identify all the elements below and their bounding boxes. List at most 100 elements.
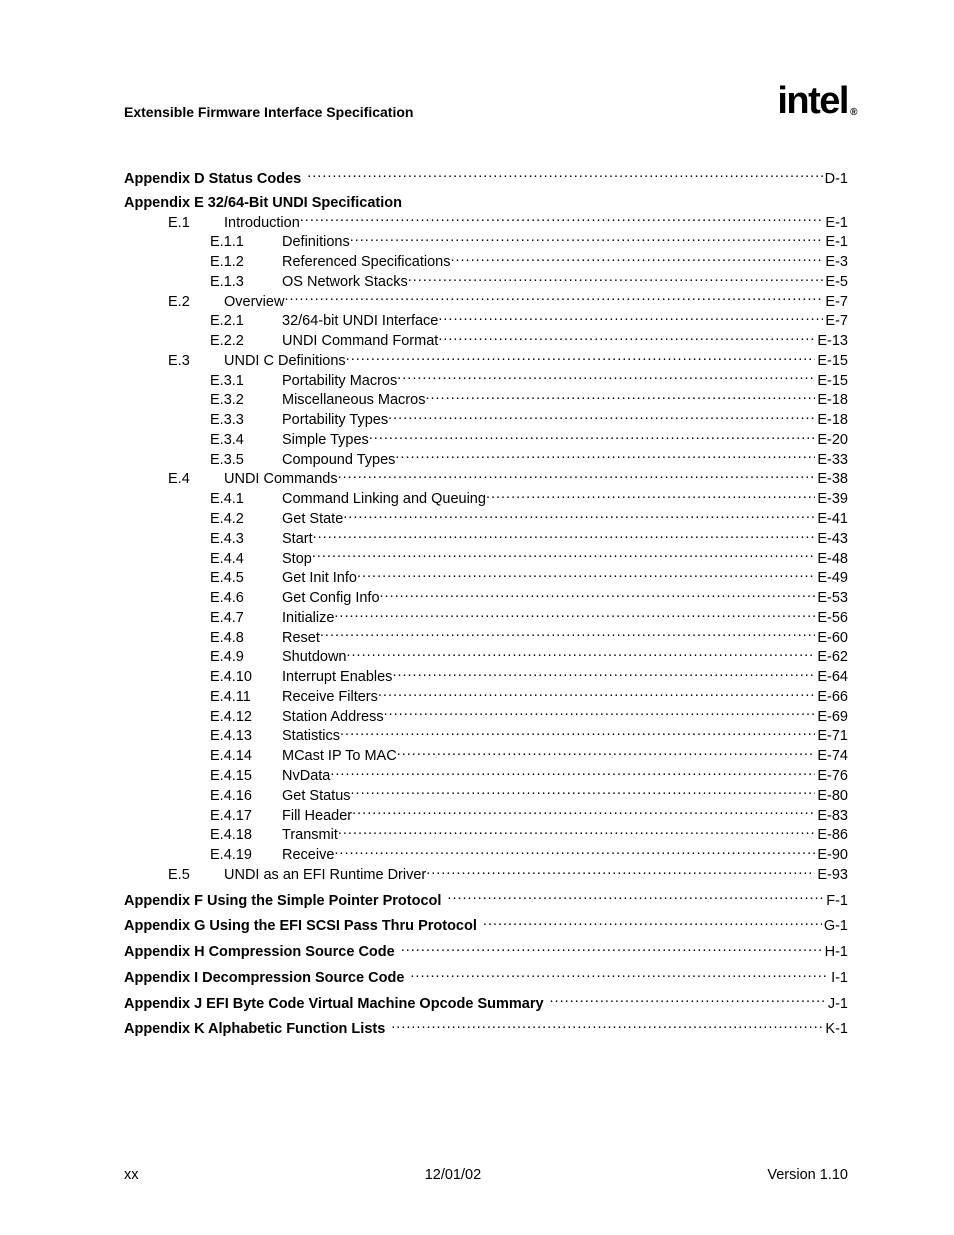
toc-leader	[313, 528, 816, 543]
toc-entry: E.4.15NvDataE-76	[124, 765, 848, 785]
toc-number: E.5	[168, 866, 224, 884]
toc-title: Get State	[282, 510, 343, 528]
toc-number: E.3.5	[210, 451, 282, 469]
toc-entry: E.4.9ShutdownE-62	[124, 647, 848, 667]
toc-number: E.4.12	[210, 708, 282, 726]
toc-number: E.3.2	[210, 391, 282, 409]
toc-page: E-49	[815, 569, 848, 587]
toc-page: G-1	[822, 917, 848, 935]
toc-entry: E.4.16Get StatusE-80	[124, 785, 848, 805]
page: Extensible Firmware Interface Specificat…	[0, 0, 954, 1039]
toc-number: E.4.5	[210, 569, 282, 587]
toc-page: E-13	[815, 332, 848, 350]
toc-leader	[380, 588, 816, 603]
toc-title: UNDI Commands	[224, 470, 338, 488]
toc-page: E-86	[815, 826, 848, 844]
toc-title: Stop	[282, 550, 312, 568]
toc-entry: E.4.18TransmitE-86	[124, 825, 848, 845]
toc-title: Referenced Specifications	[282, 253, 450, 271]
toc-title: Fill Header	[282, 807, 352, 825]
toc-leader	[334, 607, 815, 622]
toc-title: NvData	[282, 767, 330, 785]
toc-entry: E.4.11Receive Filters E-66	[124, 686, 848, 706]
toc-leader	[438, 311, 823, 326]
toc-entry: E.1.2Referenced SpecificationsE-3	[124, 252, 848, 272]
toc-title: Transmit	[282, 826, 338, 844]
footer-date: 12/01/02	[425, 1167, 481, 1183]
toc-title: 32/64-bit UNDI Interface	[282, 312, 438, 330]
toc-entry: Appendix H Compression Source CodeH-1	[124, 942, 848, 962]
toc-page: E-39	[815, 490, 848, 508]
toc-entry: E.4.8ResetE-60	[124, 627, 848, 647]
toc-entry: E.4.7InitializeE-56	[124, 607, 848, 627]
toc-page: E-7	[823, 312, 848, 330]
toc-leader	[330, 765, 815, 780]
toc-leader	[320, 627, 815, 642]
toc-entry: E.3.5Compound TypesE-33	[124, 449, 848, 469]
toc-page: E-15	[815, 372, 848, 390]
toc-entry: Appendix E 32/64-Bit UNDI Specification	[124, 194, 848, 212]
toc-page: E-18	[815, 411, 848, 429]
toc-number: E.3.4	[210, 431, 282, 449]
toc-leader	[401, 942, 823, 957]
toc-page: E-7	[823, 293, 848, 311]
toc-title: OS Network Stacks	[282, 273, 408, 291]
toc-leader	[343, 509, 815, 524]
toc-number: E.4	[168, 470, 224, 488]
toc-leader	[347, 647, 816, 662]
table-of-contents: Appendix D Status CodesD-1 Appendix E 32/…	[124, 168, 848, 1039]
toc-page: E-48	[815, 550, 848, 568]
page-footer: xx 12/01/02 Version 1.10	[124, 1167, 848, 1183]
toc-title: Statistics	[282, 727, 340, 745]
toc-title: MCast IP To MAC	[282, 747, 397, 765]
toc-entry: E.1.1DefinitionsE-1	[124, 232, 848, 252]
toc-number: E.1	[168, 214, 224, 232]
toc-title: Appendix G Using the EFI SCSI Pass Thru …	[124, 917, 477, 935]
toc-entry: Appendix G Using the EFI SCSI Pass Thru …	[124, 916, 848, 936]
toc-entry: E.4.19ReceiveE-90	[124, 845, 848, 865]
toc-title: Appendix F Using the Simple Pointer Prot…	[124, 892, 441, 910]
toc-number: E.4.13	[210, 727, 282, 745]
toc-title: Appendix K Alphabetic Function Lists	[124, 1020, 385, 1038]
toc-number: E.4.9	[210, 648, 282, 666]
toc-number: E.2.1	[210, 312, 282, 330]
footer-version: Version 1.10	[767, 1167, 848, 1183]
toc-leader	[483, 916, 822, 931]
toc-leader	[340, 726, 815, 741]
toc-entry: E.4.5Get Init InfoE-49	[124, 568, 848, 588]
toc-leader	[486, 489, 815, 504]
toc-number: E.4.14	[210, 747, 282, 765]
toc-number: E.4.2	[210, 510, 282, 528]
toc-title: Introduction	[224, 214, 300, 232]
toc-title: Receive Filters	[282, 688, 378, 706]
toc-entry: Appendix D Status CodesD-1	[124, 168, 848, 188]
toc-entry: Appendix K Alphabetic Function ListsK-1	[124, 1019, 848, 1039]
toc-page: E-66	[815, 688, 848, 706]
toc-number: E.4.8	[210, 629, 282, 647]
toc-page: E-41	[815, 510, 848, 528]
intel-logo: intel®	[777, 82, 848, 120]
toc-entry: E.3.2Miscellaneous MacrosE-18	[124, 390, 848, 410]
toc-entry: E.2OverviewE-7	[124, 291, 848, 311]
page-header: Extensible Firmware Interface Specificat…	[124, 82, 848, 120]
toc-number: E.4.10	[210, 668, 282, 686]
toc-title: Portability Macros	[282, 372, 397, 390]
toc-page: E-90	[815, 846, 848, 864]
toc-title: Definitions	[282, 233, 350, 251]
toc-number: E.2.2	[210, 332, 282, 350]
toc-page: E-1	[823, 233, 848, 251]
toc-leader	[450, 252, 823, 267]
toc-leader	[312, 548, 816, 563]
toc-page: E-80	[815, 787, 848, 805]
toc-entry: E.1.3OS Network StacksE-5	[124, 271, 848, 291]
toc-page: E-74	[815, 747, 848, 765]
toc-page: E-71	[815, 727, 848, 745]
toc-number: E.4.17	[210, 807, 282, 825]
toc-entry: E.2.132/64-bit UNDI Interface E-7	[124, 311, 848, 331]
toc-page: E-56	[815, 609, 848, 627]
toc-number: E.4.16	[210, 787, 282, 805]
toc-title: Interrupt Enables	[282, 668, 392, 686]
toc-entry: E.4.1Command Linking and QueuingE-39	[124, 489, 848, 509]
toc-leader	[438, 331, 815, 346]
toc-number: E.4.11	[210, 688, 282, 706]
